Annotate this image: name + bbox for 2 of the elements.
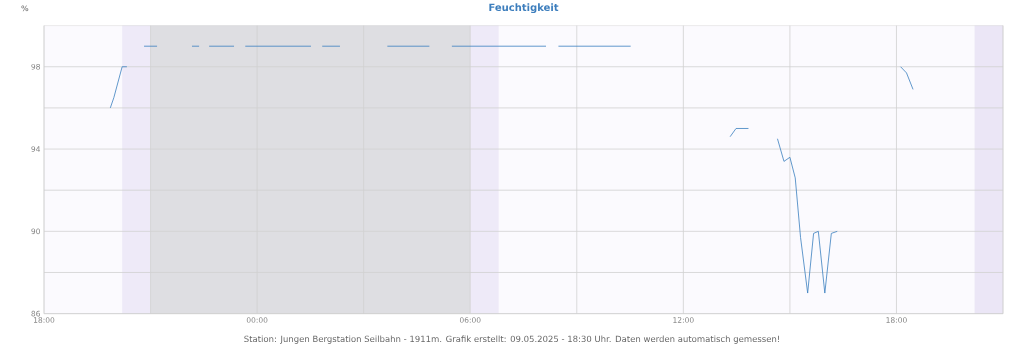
chart-title: Feuchtigkeit	[489, 3, 559, 14]
text: Station: Jungen Bergstation Seilbahn - 1911m. Grafik erstellt: 09.05.2025 - 18:30 Uhr. Daten werden automatisch gemessen!	[244, 335, 779, 344]
